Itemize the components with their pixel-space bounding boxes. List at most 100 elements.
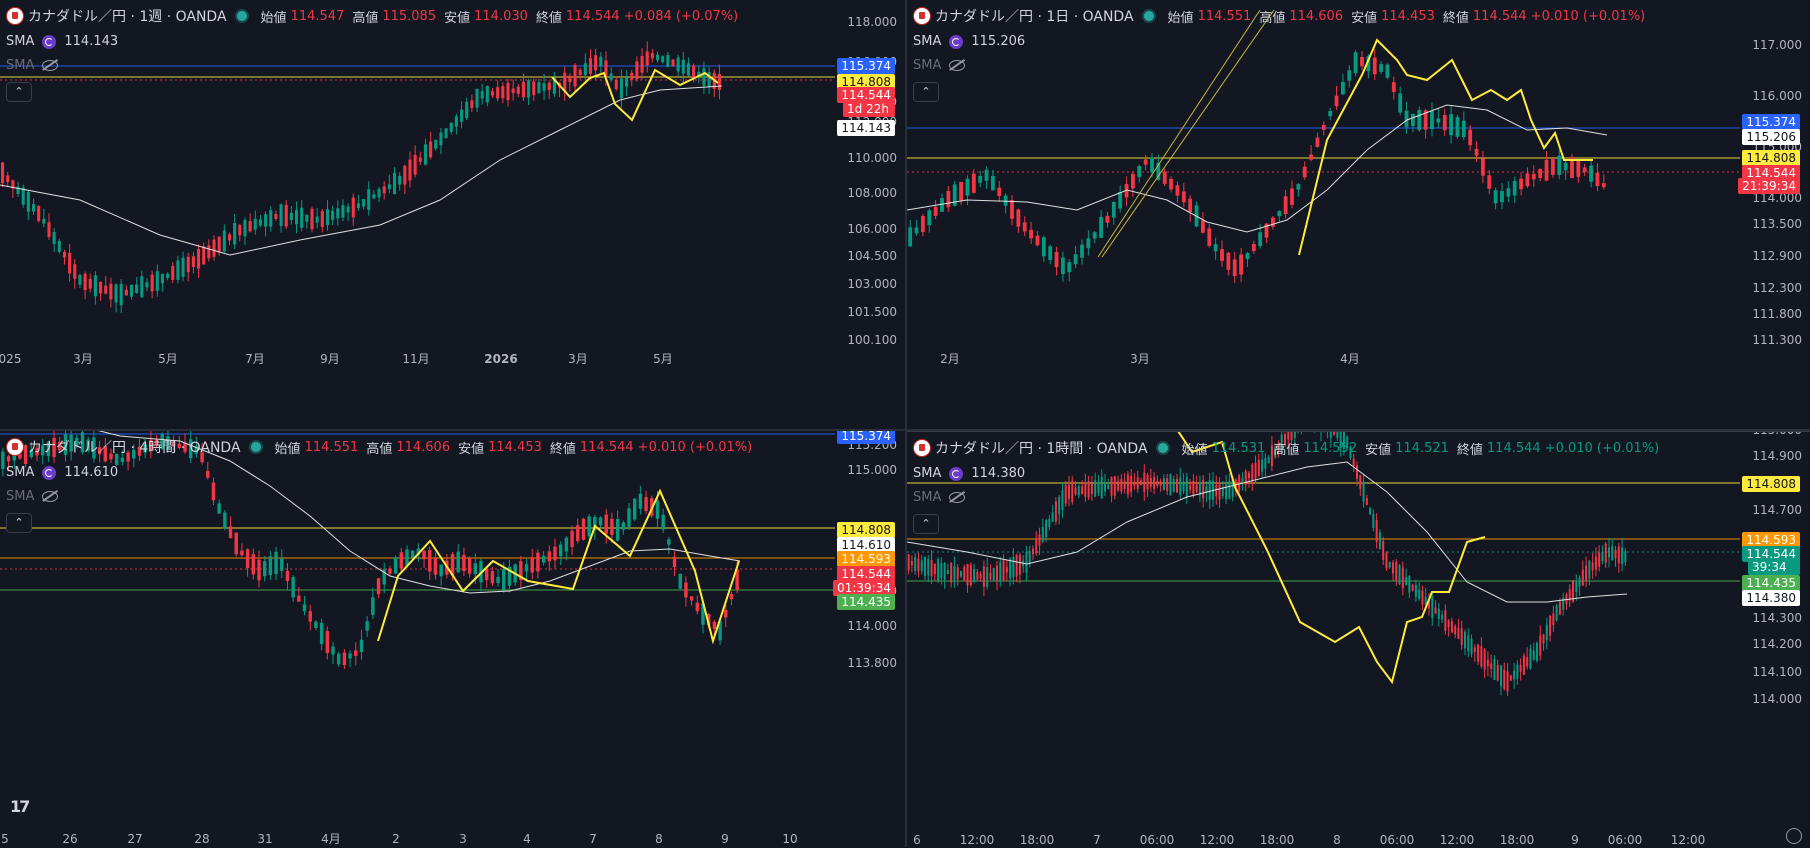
candle xyxy=(1562,597,1565,610)
chart-pane-1h[interactable]: 115.200115.100115.000114.900114.700114.3… xyxy=(907,431,1810,848)
price-tag: 114.544 xyxy=(837,566,895,582)
sma2-indicator-row[interactable]: SMA xyxy=(6,58,59,73)
candle xyxy=(1284,434,1286,445)
candle xyxy=(1532,650,1535,660)
collapse-legend-button[interactable]: ⌃ xyxy=(913,82,939,102)
candle xyxy=(35,448,39,456)
sma-indicator-row[interactable]: SMA 114.143 xyxy=(6,34,118,49)
candle xyxy=(1542,634,1545,644)
candle xyxy=(1544,159,1549,181)
hidden-eye-icon[interactable] xyxy=(949,492,966,503)
market-status-icon xyxy=(1143,11,1154,21)
candle xyxy=(610,518,614,536)
collapse-legend-button[interactable]: ⌃ xyxy=(6,513,32,533)
price-tag: 01:39:34 xyxy=(833,580,895,596)
candlestick-chart[interactable]: 115.200115.100115.000114.900114.700114.3… xyxy=(907,432,1810,848)
chart-pane-4h[interactable]: 115.600115.200115.000114.200114.000113.8… xyxy=(0,431,905,847)
sma-indicator-row[interactable]: SMA 114.380 xyxy=(913,466,1025,481)
pattern-zigzag xyxy=(551,68,719,122)
chart-pane-weekly[interactable]: 118.000116.000114.000112.000110.000108.0… xyxy=(0,0,905,429)
candle xyxy=(1557,155,1562,175)
candle xyxy=(581,518,586,540)
candlestick-chart[interactable]: 117.000116.000115.000114.000113.500112.9… xyxy=(907,0,1810,429)
pattern-zigzag xyxy=(1177,432,1486,685)
candle xyxy=(1336,432,1339,438)
sync-icon[interactable] xyxy=(949,34,964,49)
sma2-label: SMA xyxy=(6,58,35,73)
candle xyxy=(1012,556,1015,578)
candle xyxy=(186,256,190,273)
candle xyxy=(914,557,917,572)
high-value: 114.606 xyxy=(1289,8,1344,24)
candle xyxy=(1500,665,1502,687)
symbol-title[interactable]: カナダドル／円 · 4時間 · OANDA xyxy=(28,440,241,456)
candle xyxy=(502,568,506,590)
time-tick-label: 5月 xyxy=(653,352,673,366)
candle xyxy=(1025,551,1028,573)
change-value: +0.010 (+0.01%) xyxy=(1530,8,1646,24)
candle xyxy=(200,452,204,463)
symbol-title[interactable]: カナダドル／円 · 1日 · OANDA xyxy=(935,9,1134,25)
market-status-icon xyxy=(236,11,247,21)
chart-pane-daily[interactable]: 117.000 116.000 115.000 114.000 113.500 112.9… xyxy=(907,0,1810,429)
candle xyxy=(735,569,739,590)
candle xyxy=(233,223,237,245)
candle xyxy=(37,206,41,221)
candle xyxy=(1287,432,1290,440)
collapse-legend-button[interactable]: ⌃ xyxy=(913,514,939,534)
candle xyxy=(258,219,262,226)
sma2-indicator-row[interactable]: SMA xyxy=(6,489,59,504)
sync-icon[interactable] xyxy=(949,466,964,481)
candle xyxy=(1347,70,1352,81)
sma2-indicator-row[interactable]: SMA xyxy=(913,490,966,505)
sma2-indicator-row[interactable]: SMA xyxy=(913,58,966,73)
candle xyxy=(1454,626,1457,635)
price-tick-label: 114.000 xyxy=(847,619,897,633)
time-tick-label: 26 xyxy=(62,832,77,846)
candle xyxy=(280,558,284,571)
symbol-title[interactable]: カナダドル／円 · 1時間 · OANDA xyxy=(935,441,1148,457)
sma-label: SMA xyxy=(6,465,35,480)
candle xyxy=(356,203,360,208)
candle xyxy=(1392,562,1394,574)
sma-indicator-row[interactable]: SMA 114.610 xyxy=(6,465,118,480)
candle xyxy=(177,443,182,449)
open-value: 114.547 xyxy=(290,8,345,24)
price-tick-label: 112.900 xyxy=(1752,249,1802,263)
candlestick-chart[interactable]: 115.600115.200115.000114.200114.000113.8… xyxy=(0,431,905,847)
candle xyxy=(506,82,510,101)
candle xyxy=(917,558,920,572)
pane-divider-horizontal[interactable] xyxy=(0,429,1810,431)
settings-gear-icon[interactable] xyxy=(1786,828,1802,844)
candle xyxy=(1315,137,1320,147)
sync-icon[interactable] xyxy=(42,465,57,480)
candle xyxy=(1010,200,1014,219)
price-tag: 114.808 xyxy=(837,74,895,90)
sma-indicator-row[interactable]: SMA 115.206 xyxy=(913,34,1025,49)
sync-icon[interactable] xyxy=(42,34,57,49)
hidden-eye-icon[interactable] xyxy=(949,60,966,71)
candle xyxy=(1503,669,1506,689)
candle xyxy=(1086,238,1091,249)
collapse-legend-button[interactable]: ⌃ xyxy=(6,82,32,102)
pane-divider-vertical[interactable] xyxy=(905,0,907,847)
candle xyxy=(331,646,335,655)
candlestick-chart[interactable]: 118.000116.000114.000112.000110.000108.0… xyxy=(0,0,905,429)
candle xyxy=(1258,232,1263,247)
close-value: 114.544 xyxy=(1472,8,1527,24)
hidden-eye-icon[interactable] xyxy=(42,60,59,71)
close-label: 終値 xyxy=(1456,442,1483,458)
candle xyxy=(1035,538,1038,554)
candle xyxy=(1143,159,1148,165)
candle xyxy=(979,573,982,579)
symbol-title[interactable]: カナダドル／円 · 1週 · OANDA xyxy=(28,9,227,25)
tradingview-logo-icon[interactable]: 17 xyxy=(10,797,30,816)
candle xyxy=(143,444,147,453)
candle xyxy=(1369,508,1372,515)
hidden-eye-icon[interactable] xyxy=(42,491,59,502)
candle xyxy=(1018,554,1021,575)
time-tick-label: 11月 xyxy=(402,352,429,366)
candle xyxy=(921,216,925,233)
candle xyxy=(1493,190,1498,204)
candle xyxy=(1309,154,1313,160)
